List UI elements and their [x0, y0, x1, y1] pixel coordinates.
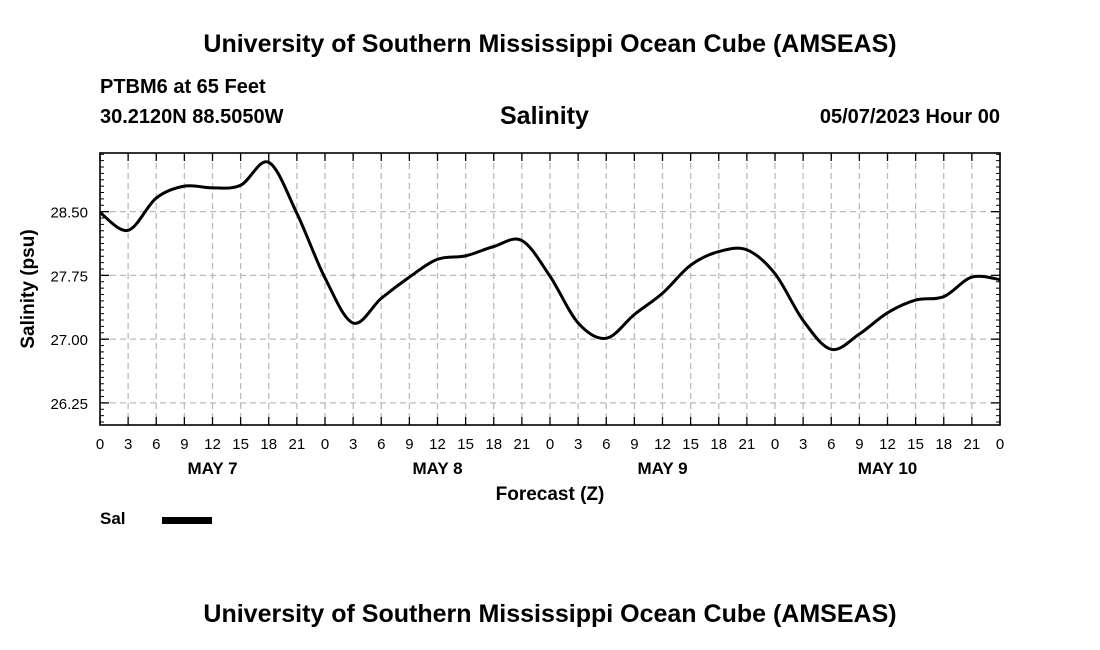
x-tick-label: 3 — [124, 436, 132, 453]
x-axis-title: Forecast (Z) — [496, 484, 605, 505]
x-tick-label: 6 — [827, 436, 835, 453]
legend-line-swatch — [162, 517, 212, 524]
x-tick-label: 0 — [96, 436, 104, 453]
x-tick-label: 15 — [907, 436, 924, 453]
x-tick-label: 0 — [321, 436, 329, 453]
x-tick-label: 21 — [964, 436, 981, 453]
x-tick-label: 3 — [349, 436, 357, 453]
day-label: MAY 8 — [412, 459, 462, 478]
day-label: MAY 7 — [187, 459, 237, 478]
y-tick-label: 27.75 — [50, 268, 88, 285]
x-tick-label: 15 — [232, 436, 249, 453]
x-tick-label: 18 — [485, 436, 502, 453]
y-axis-title: Salinity (psu) — [18, 229, 39, 348]
x-tick-label: 15 — [682, 436, 699, 453]
x-tick-label: 21 — [739, 436, 756, 453]
x-tick-label: 12 — [879, 436, 896, 453]
x-tick-label: 12 — [429, 436, 446, 453]
x-tick-label: 18 — [260, 436, 277, 453]
series-line-sal — [99, 160, 1001, 352]
forecast-datetime: 05/07/2023 Hour 00 — [819, 106, 1000, 128]
x-tick-label: 0 — [996, 436, 1004, 453]
x-tick-label: 18 — [935, 436, 952, 453]
day-label: MAY 10 — [858, 459, 918, 478]
y-tick-label: 28.50 — [50, 205, 88, 222]
y-tick-label: 26.25 — [50, 396, 88, 413]
x-tick-label: 6 — [152, 436, 160, 453]
x-tick-label: 18 — [710, 436, 727, 453]
x-tick-label: 0 — [771, 436, 779, 453]
x-tick-label: 9 — [630, 436, 638, 453]
x-tick-label: 12 — [654, 436, 671, 453]
x-tick-label: 6 — [602, 436, 610, 453]
x-tick-label: 21 — [289, 436, 306, 453]
day-label: MAY 9 — [637, 459, 687, 478]
y-tick-label: 27.00 — [50, 332, 88, 349]
station-label: PTBM6 at 65 Feet — [100, 76, 266, 98]
x-tick-label: 6 — [377, 436, 385, 453]
x-tick-label: 0 — [546, 436, 554, 453]
x-tick-label: 21 — [514, 436, 531, 453]
x-tick-label: 12 — [204, 436, 221, 453]
legend-label: Sal — [100, 509, 126, 528]
x-tick-label: 9 — [405, 436, 413, 453]
station-coordinates: 30.2120N 88.5050W — [100, 106, 284, 128]
x-tick-label: 15 — [457, 436, 474, 453]
footer-title: University of Southern Mississippi Ocean… — [203, 600, 897, 628]
chart-title: Salinity — [500, 102, 589, 130]
main-title: University of Southern Mississippi Ocean… — [203, 30, 897, 58]
x-tick-label: 9 — [180, 436, 188, 453]
x-tick-label: 3 — [574, 436, 582, 453]
x-tick-label: 9 — [855, 436, 863, 453]
x-tick-label: 3 — [799, 436, 807, 453]
